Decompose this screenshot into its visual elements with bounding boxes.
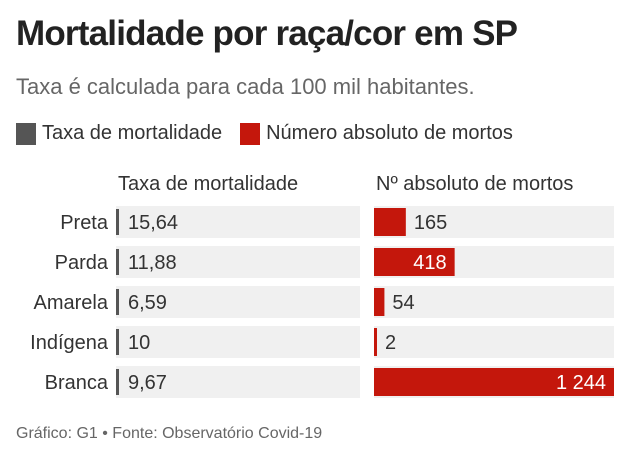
legend-label-absolute: Número absoluto de mortos bbox=[266, 122, 513, 144]
legend: Taxa de mortalidade Número absoluto de m… bbox=[16, 122, 531, 145]
chart-subtitle: Taxa é calculada para cada 100 mil habit… bbox=[16, 74, 475, 99]
rate-row-bg bbox=[116, 246, 360, 278]
absolute-value-label: 165 bbox=[414, 212, 447, 234]
rate-bar bbox=[116, 289, 119, 315]
absolute-value-label: 54 bbox=[392, 292, 414, 314]
rate-bar bbox=[116, 369, 119, 395]
rate-bar bbox=[116, 209, 119, 235]
rate-bar bbox=[116, 329, 119, 355]
rate-bar bbox=[116, 249, 119, 275]
rate-row-bg bbox=[116, 366, 360, 398]
rate-row-bg bbox=[116, 286, 360, 318]
legend-item-rate: Taxa de mortalidade bbox=[16, 122, 222, 145]
rate-value-label: 11,88 bbox=[128, 252, 177, 274]
absolute-row-bg bbox=[374, 206, 614, 238]
column-header-absolute: Nº absoluto de mortos bbox=[376, 173, 574, 195]
category-label: Amarela bbox=[34, 292, 109, 314]
rate-row-bg bbox=[116, 326, 360, 358]
category-label: Indígena bbox=[30, 332, 109, 354]
absolute-row-bg bbox=[374, 326, 614, 358]
absolute-value-label: 1 244 bbox=[556, 372, 606, 394]
category-label: Parda bbox=[55, 252, 109, 274]
legend-swatch-absolute bbox=[240, 122, 261, 145]
absolute-value-label: 2 bbox=[385, 332, 396, 354]
rate-value-label: 15,64 bbox=[128, 212, 178, 234]
chart-title: Mortalidade por raça/cor em SP bbox=[16, 14, 518, 53]
rate-row-bg bbox=[116, 206, 360, 238]
legend-label-rate: Taxa de mortalidade bbox=[42, 122, 223, 144]
absolute-bar bbox=[374, 208, 406, 236]
category-label: Preta bbox=[60, 212, 109, 234]
absolute-bar bbox=[374, 368, 614, 396]
absolute-row-bg bbox=[374, 286, 614, 318]
legend-swatch-rate bbox=[16, 122, 36, 145]
rate-value-label: 6,59 bbox=[128, 292, 167, 314]
absolute-value-label: 418 bbox=[413, 252, 446, 274]
chart-footer: Gráfico: G1 • Fonte: Observatório Covid-… bbox=[16, 425, 323, 442]
rate-value-label: 10 bbox=[128, 332, 150, 354]
rate-value-label: 9,67 bbox=[128, 372, 167, 394]
absolute-bar bbox=[374, 248, 455, 276]
legend-item-absolute: Número absoluto de mortos bbox=[240, 122, 513, 145]
absolute-bar bbox=[374, 288, 385, 316]
column-header-rate: Taxa de mortalidade bbox=[118, 173, 299, 195]
absolute-bar bbox=[374, 328, 377, 356]
category-label: Branca bbox=[45, 372, 109, 394]
